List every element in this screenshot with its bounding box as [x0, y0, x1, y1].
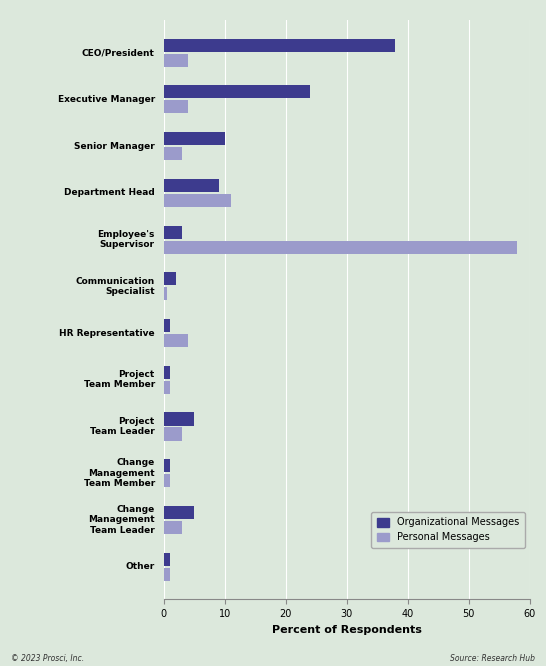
Bar	[164, 428, 182, 440]
Bar	[164, 54, 188, 67]
Bar	[164, 240, 518, 254]
Text: © 2023 Prosci, Inc.: © 2023 Prosci, Inc.	[11, 653, 84, 663]
Legend: Organizational Messages, Personal Messages: Organizational Messages, Personal Messag…	[371, 511, 525, 548]
Bar	[164, 460, 170, 472]
Bar	[164, 366, 170, 379]
Bar	[164, 179, 218, 192]
Text: Source: Research Hub: Source: Research Hub	[450, 653, 535, 663]
Bar	[164, 506, 194, 519]
Bar	[164, 132, 225, 145]
Bar	[164, 101, 188, 113]
Bar	[164, 553, 170, 565]
Bar	[164, 474, 170, 488]
Bar	[164, 226, 182, 238]
Bar	[164, 319, 170, 332]
Bar	[164, 334, 188, 347]
Bar	[164, 194, 231, 207]
Bar	[164, 272, 176, 286]
X-axis label: Percent of Respondents: Percent of Respondents	[272, 625, 422, 635]
Bar	[164, 147, 182, 160]
Bar	[164, 381, 170, 394]
Bar	[164, 567, 170, 581]
Bar	[164, 521, 182, 534]
Bar	[164, 85, 310, 99]
Bar	[164, 412, 194, 426]
Bar	[164, 39, 395, 52]
Bar	[164, 287, 167, 300]
